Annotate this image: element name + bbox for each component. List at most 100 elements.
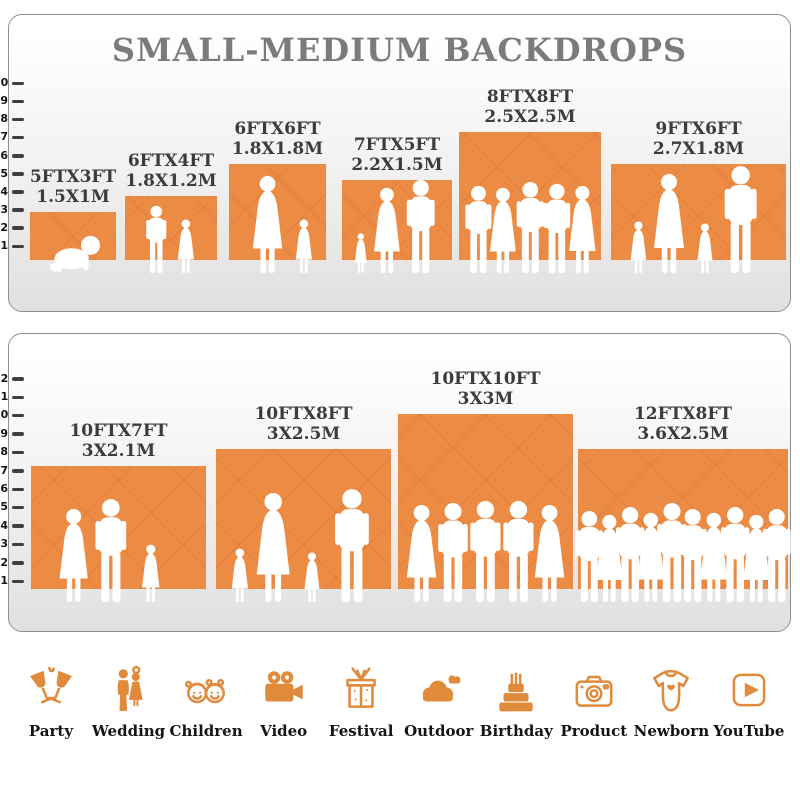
ruler-number: 6 xyxy=(0,482,8,495)
size-meters: 2.5X2.5M xyxy=(484,106,576,127)
video-icon xyxy=(259,658,309,716)
ruler-tick xyxy=(12,135,24,140)
category-party: Party xyxy=(15,658,87,740)
person-silhouette xyxy=(757,508,796,602)
backdrop-10ftx7ft xyxy=(31,466,206,589)
wedding-icon xyxy=(104,658,154,716)
bar-size-label: 8FTX8FT 2.5X2.5M xyxy=(484,87,575,127)
bar-size-label: 6FTX4FT 1.8X1.2M xyxy=(125,151,216,191)
size-feet: 8FTX8FT xyxy=(486,86,574,107)
category-newborn: Newborn xyxy=(633,658,710,740)
ruler-tick xyxy=(12,226,24,230)
backdrop-texture xyxy=(125,196,217,260)
backdrop-6ftx6ft xyxy=(229,164,326,260)
size-feet: 9FTX6FT xyxy=(655,118,742,139)
person-silhouette xyxy=(249,492,297,602)
backdrop-10ftx10ft xyxy=(398,414,573,589)
ruler-number: 12 xyxy=(0,371,9,385)
ruler-tick xyxy=(12,505,24,510)
category-wedding: Wedding xyxy=(92,658,165,740)
ruler-tick xyxy=(12,579,24,583)
ruler-number: 8 xyxy=(0,445,8,459)
backdrop-8ftx8ft xyxy=(459,132,601,260)
ruler-tick xyxy=(12,172,24,176)
category-label: Children xyxy=(169,722,243,740)
top-panel: SMALL-MEDIUM BACKDROPS 1 2 3 4 5 6 7 8 9 10 5FTX3F… xyxy=(0,14,791,312)
ruler-number: 5 xyxy=(0,166,8,180)
person-silhouette xyxy=(138,544,164,602)
baby-silhouette xyxy=(43,233,104,273)
ruler-tick xyxy=(12,450,24,455)
bar-size-label: 5FTX3FT 1.5X1M xyxy=(30,167,116,207)
category-children: Children xyxy=(169,658,243,740)
backdrop-10ftx8ft xyxy=(216,449,391,589)
ruler-number: 1 xyxy=(0,239,8,252)
backdrop-5ftx3ft xyxy=(30,212,116,260)
size-meters: 1.5X1M xyxy=(36,186,110,207)
size-feet: 5FTX3FT xyxy=(29,166,117,187)
ruler-number: 4 xyxy=(0,518,8,532)
festival-icon xyxy=(336,658,386,716)
person-silhouette xyxy=(89,498,133,602)
children-icon xyxy=(181,658,231,716)
ruler-number: 2 xyxy=(0,555,8,569)
ruler-number: 6 xyxy=(0,148,8,162)
person-silhouette xyxy=(301,552,323,602)
outdoor-icon xyxy=(414,658,464,716)
size-meters: 3X3M xyxy=(457,388,514,409)
youtube-icon xyxy=(724,658,774,716)
ruler-tick xyxy=(12,208,24,212)
ruler-number: 4 xyxy=(0,184,8,198)
ruler-tick xyxy=(12,432,24,436)
bar-size-label: 7FTX5FT 2.2X1.5M xyxy=(351,135,442,175)
ruler-tick xyxy=(12,542,24,547)
person-silhouette xyxy=(718,165,763,273)
ruler-tick xyxy=(12,117,24,122)
person-silhouette xyxy=(228,548,252,602)
category-label: Product xyxy=(560,722,628,740)
person-silhouette xyxy=(401,179,440,273)
party-icon xyxy=(26,658,76,716)
person-silhouette xyxy=(246,175,289,273)
ruler-tick xyxy=(12,81,24,86)
person-silhouette xyxy=(142,205,171,273)
category-label: Festival xyxy=(328,722,394,740)
person-silhouette xyxy=(292,219,316,273)
bar-size-label: 9FTX6FT 2.7X1.8M xyxy=(653,119,744,159)
ruler-tick xyxy=(12,524,24,528)
ruler-tick xyxy=(12,487,24,491)
size-feet: 10FTX8FT xyxy=(254,403,353,424)
size-feet: 12FTX8FT xyxy=(633,403,733,424)
ruler-tick xyxy=(12,395,24,399)
backdrop-7ftx5ft xyxy=(342,180,452,260)
ruler-tick xyxy=(12,469,24,473)
category-label: Newborn xyxy=(633,722,710,740)
category-birthday: Birthday xyxy=(479,658,553,740)
ruler-tick xyxy=(12,99,24,104)
size-feet: 10FTX7FT xyxy=(69,420,168,441)
backdrop-9ftx6ft xyxy=(611,164,786,260)
bar-size-label: 12FTX8FT 3.6X2.5M xyxy=(634,404,732,444)
category-row: Party Wedding Children Video Festival Outdoor… xyxy=(0,658,800,740)
size-meters: 2.7X1.8M xyxy=(652,138,745,159)
size-meters: 3X2.1M xyxy=(81,440,156,461)
ruler-tick xyxy=(12,561,24,565)
ruler-tick xyxy=(12,377,24,381)
bar-size-label: 10FTX7FT 3X2.1M xyxy=(69,421,167,461)
ruler-number: 2 xyxy=(0,220,8,234)
category-label: Birthday xyxy=(479,722,553,740)
ruler-number: 1 xyxy=(0,574,8,587)
person-silhouette xyxy=(174,219,198,273)
ruler-number: 10 xyxy=(0,76,9,90)
backdrop-6ftx4ft xyxy=(125,196,217,260)
person-silhouette xyxy=(647,173,691,273)
category-label: YouTube xyxy=(713,722,785,740)
bar-size-label: 6FTX6FT 1.8X1.8M xyxy=(232,119,323,159)
size-feet: 6FTX6FT xyxy=(234,118,321,139)
bottom-panel: 12345678910111210FTX7FT3X2.1M10FTX8FT3X2… xyxy=(0,333,791,632)
backdrop-12ftx8ft xyxy=(578,449,788,589)
newborn-icon xyxy=(646,658,696,716)
birthday-icon xyxy=(491,658,541,716)
category-outdoor: Outdoor xyxy=(403,658,475,740)
